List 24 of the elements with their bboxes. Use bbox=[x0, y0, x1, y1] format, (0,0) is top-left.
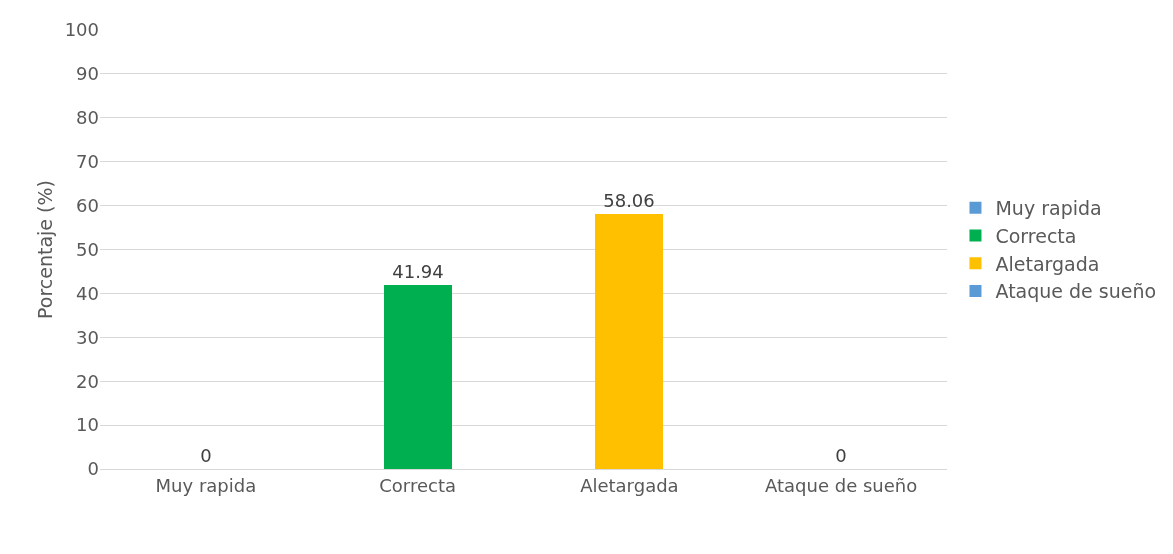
x-tick-label: Aletargada bbox=[580, 474, 679, 496]
y-tick-label: 10 bbox=[76, 414, 99, 436]
y-axis-title: Porcentaje (%) bbox=[34, 180, 56, 319]
data-label: 58.06 bbox=[603, 190, 655, 211]
y-tick-label: 50 bbox=[76, 238, 99, 260]
data-label: 41.94 bbox=[392, 261, 444, 282]
legend-label: Aletargada bbox=[995, 252, 1100, 275]
legend-label: Correcta bbox=[995, 224, 1077, 247]
y-tick-label: 0 bbox=[87, 458, 99, 480]
y-tick-label: 70 bbox=[76, 151, 99, 172]
y-tick-label: 30 bbox=[76, 326, 99, 348]
data-label: 0 bbox=[200, 445, 212, 466]
y-tick-label: 90 bbox=[76, 63, 99, 85]
data-label: 0 bbox=[835, 445, 847, 466]
x-tick-label: Correcta bbox=[379, 474, 456, 496]
y-tick-label: 100 bbox=[64, 19, 99, 41]
y-tick-label: 40 bbox=[76, 282, 99, 304]
y-tick-label: 60 bbox=[76, 194, 99, 216]
legend-label: Muy rapida bbox=[995, 197, 1102, 220]
legend-label: Ataque de sueño bbox=[995, 280, 1157, 303]
x-tick-label: Muy rapida bbox=[155, 474, 257, 496]
y-tick-label: 20 bbox=[76, 370, 99, 392]
y-tick-label: 80 bbox=[76, 107, 99, 129]
x-tick-label: Ataque de sueño bbox=[765, 474, 918, 496]
